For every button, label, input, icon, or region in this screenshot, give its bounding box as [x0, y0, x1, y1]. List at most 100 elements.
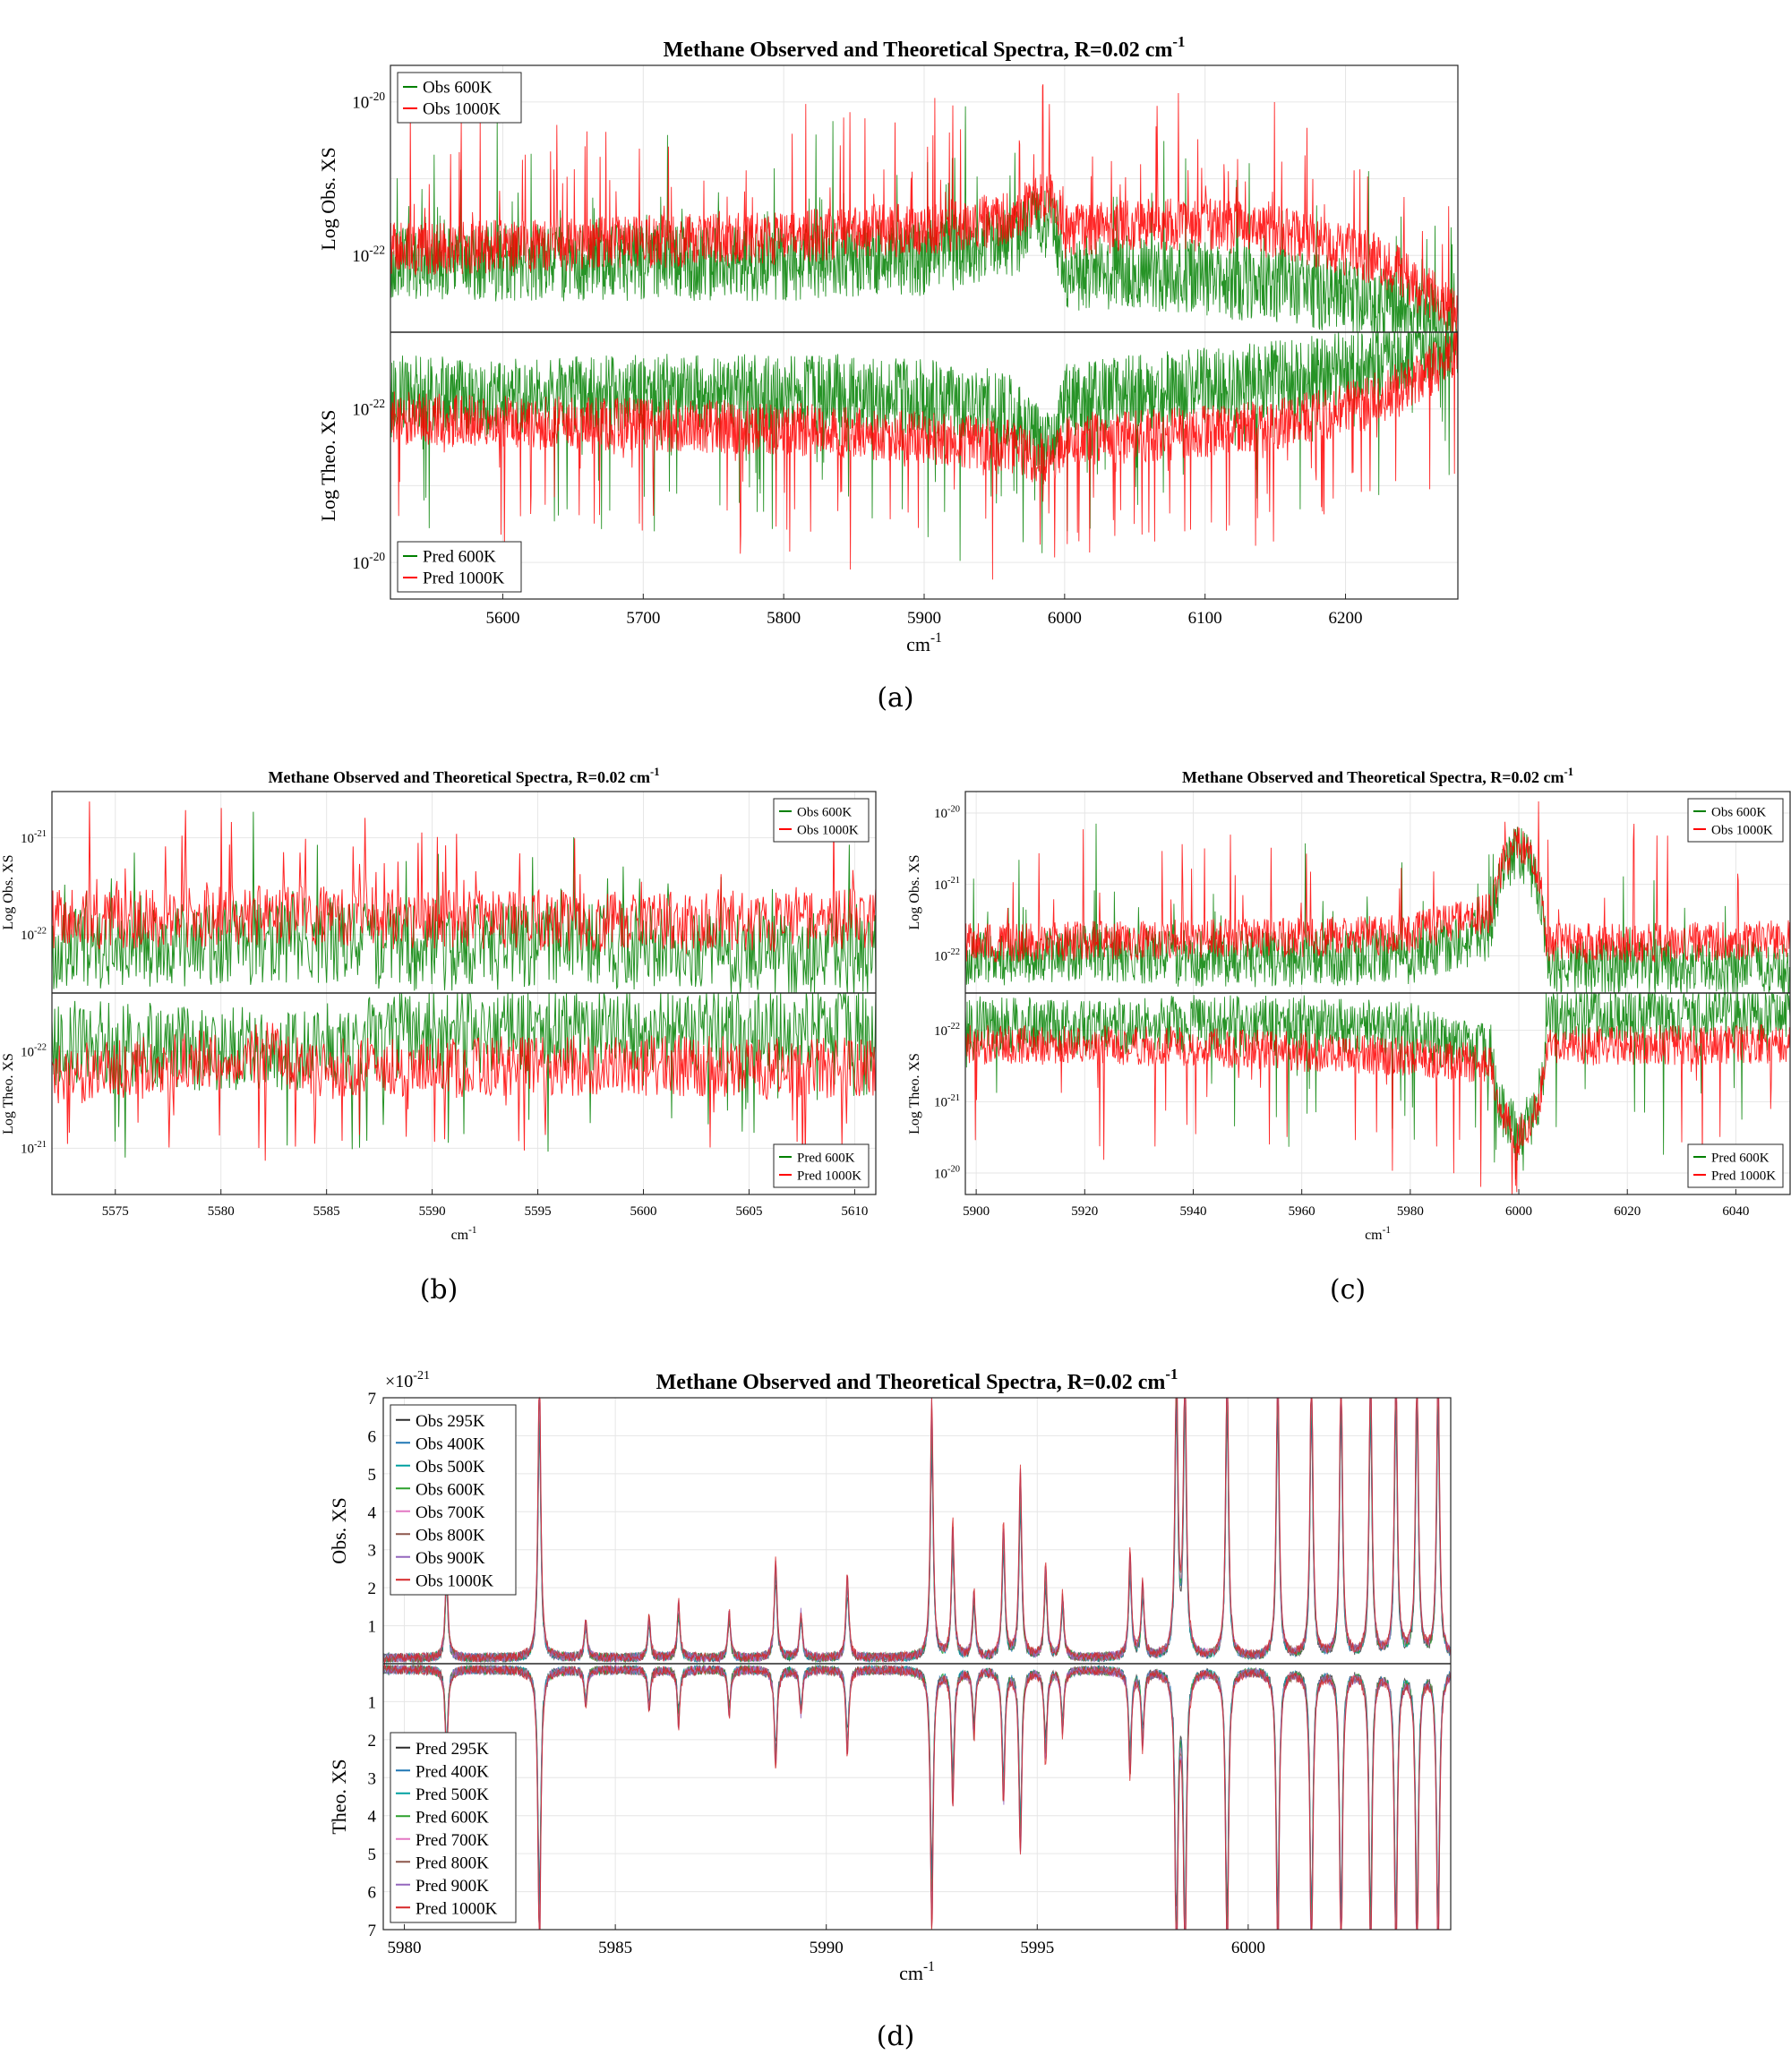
x-tick-label: 6000 — [1048, 609, 1082, 628]
y-tick-label-top: 10-21 — [21, 829, 47, 846]
legend-entry: Pred 1000K — [1711, 1169, 1776, 1183]
chart-panel-b: Methane Observed and Theoretical Spectra… — [0, 761, 896, 1263]
legend-bottom: Pred 600K Pred 1000K — [773, 1143, 870, 1188]
chart-panel-d: Methane Observed and Theoretical Spectra… — [322, 1357, 1478, 1984]
y-tick-label-bottom: 4 — [368, 1808, 377, 1827]
y-tick-label-top: 10-22 — [21, 926, 47, 943]
x-tick-label: 5605 — [735, 1204, 762, 1219]
x-tick-label: 5610 — [841, 1204, 868, 1219]
y-tick-label-bottom: 10-22 — [352, 397, 385, 420]
series-obs-7 — [382, 1396, 1452, 1665]
y-axis-label-bottom: Log Theo. XS — [1, 1053, 16, 1134]
y-tick-label-bottom: 1 — [368, 1693, 377, 1712]
x-tick-label: 5585 — [313, 1204, 340, 1219]
x-tick-label: 6040 — [1722, 1204, 1749, 1219]
legend-bottom: Pred 600K Pred 1000K — [397, 541, 522, 593]
legend-entry: Obs 500K — [416, 1458, 485, 1477]
x-tick-label: 5980 — [388, 1939, 422, 1957]
y-axis-label-top: Log Obs. XS — [907, 854, 922, 929]
y-tick-label-bottom: 3 — [368, 1769, 377, 1788]
series-obs-600k — [51, 811, 877, 994]
legend-entry: Pred 600K — [423, 548, 496, 567]
legend-entry: Obs 1000K — [797, 823, 859, 837]
chart-b: Methane Observed and Theoretical Spectra… — [1, 766, 877, 1243]
chart-panel-c: Methane Observed and Theoretical Spectra… — [896, 761, 1791, 1263]
y-tick-label-bottom: 10-20 — [934, 1165, 960, 1182]
x-tick-label: 5985 — [598, 1939, 632, 1957]
x-tick-label: 5940 — [1179, 1204, 1206, 1219]
chart-title: Methane Observed and Theoretical Spectra… — [656, 1366, 1178, 1394]
y-axis-label-bottom: Log Theo. XS — [907, 1053, 922, 1134]
y-tick-label-top: 2 — [368, 1580, 377, 1598]
legend-entry: Pred 800K — [416, 1854, 489, 1872]
legend-entry: Pred 600K — [416, 1808, 489, 1827]
legend-entry: Obs 400K — [416, 1434, 485, 1453]
legend-bottom: Pred 600K Pred 1000K — [1687, 1143, 1784, 1188]
chart-d: Methane Observed and Theoretical Spectra… — [328, 1366, 1452, 1984]
legend-entry: Obs 600K — [423, 79, 493, 98]
x-tick-label: 5595 — [525, 1204, 552, 1219]
chart-title: Methane Observed and Theoretical Spectra… — [268, 766, 659, 786]
legend-box — [390, 1732, 517, 1923]
y-tick-label-bottom: 2 — [368, 1732, 377, 1751]
series-obs-1000k — [51, 801, 877, 955]
x-tick-label: 6200 — [1329, 609, 1363, 628]
x-tick-label: 5600 — [485, 609, 519, 628]
legend-box — [1687, 798, 1784, 843]
series-pred-1000k — [390, 330, 1458, 580]
y-axis-label-bottom: Log Theo. XS — [317, 410, 339, 522]
y-axis-label-bottom: Theo. XS — [328, 1759, 350, 1834]
x-tick-label: 6000 — [1231, 1939, 1265, 1957]
y-tick-label-top: 10-22 — [934, 947, 960, 964]
x-tick-label: 5995 — [1020, 1939, 1054, 1957]
legend-entry: Pred 600K — [1711, 1151, 1770, 1165]
legend-entry: Obs 1000K — [423, 100, 501, 119]
x-axis-label: cm-1 — [451, 1225, 477, 1243]
x-axis-label: cm-1 — [1365, 1225, 1391, 1243]
caption-c: (c) — [1329, 1274, 1367, 1306]
y-tick-label-top: 3 — [368, 1542, 377, 1561]
legend-top: Obs 600K Obs 1000K — [773, 798, 870, 843]
legend-box — [397, 541, 522, 593]
legend-entry: Pred 600K — [797, 1151, 855, 1165]
legend-entry: Obs 295K — [416, 1412, 485, 1431]
x-tick-label: 6100 — [1188, 609, 1222, 628]
y-axis-exponent: ×10-21 — [385, 1369, 430, 1391]
y-tick-label-top: 6 — [368, 1427, 377, 1446]
y-tick-label-bottom: 10-22 — [934, 1022, 960, 1039]
series-pred-1000k — [51, 1022, 877, 1169]
legend-box — [397, 72, 522, 124]
caption-a: (a) — [877, 682, 914, 714]
chart-a: Methane Observed and Theoretical Spectra… — [317, 33, 1459, 655]
legend-entry: Obs 600K — [797, 805, 852, 819]
y-tick-label-bottom: 10-22 — [21, 1043, 47, 1060]
x-tick-label: 5900 — [963, 1204, 990, 1219]
legend-entry: Obs 900K — [416, 1549, 485, 1568]
x-axis-label: cm-1 — [906, 630, 942, 655]
legend-top: Obs 600K Obs 1000K — [397, 72, 522, 124]
legend-entry: Pred 700K — [416, 1831, 489, 1850]
y-tick-label-bottom: 5 — [368, 1845, 377, 1864]
y-tick-label-top: 10-21 — [934, 876, 960, 893]
legend-entry: Obs 700K — [416, 1503, 485, 1522]
y-tick-label-top: 10-20 — [352, 90, 385, 113]
x-tick-label: 6000 — [1505, 1204, 1532, 1219]
y-tick-label-bottom: 7 — [368, 1922, 377, 1940]
x-tick-label: 5980 — [1397, 1204, 1424, 1219]
legend-box — [1687, 1143, 1784, 1188]
x-axis-label: cm-1 — [899, 1959, 935, 1984]
x-tick-label: 5575 — [102, 1204, 129, 1219]
series-obs-1000k — [964, 801, 1791, 965]
x-tick-label: 5600 — [630, 1204, 657, 1219]
legend-top: Obs 600K Obs 1000K — [1687, 798, 1784, 843]
legend-entry: Obs 600K — [416, 1480, 485, 1499]
y-axis-label-top: Log Obs. XS — [317, 147, 339, 251]
y-axis-label-top: Log Obs. XS — [1, 854, 16, 929]
legend-top: Obs 295K Obs 400K Obs 500K Obs 600K Obs 700K… — [390, 1404, 517, 1596]
legend-box — [773, 1143, 870, 1188]
y-tick-label-bottom: 10-21 — [21, 1140, 47, 1157]
y-tick-label-bottom: 6 — [368, 1884, 377, 1903]
legend-bottom: Pred 295K Pred 400K Pred 500K Pred 600K Pred… — [390, 1732, 517, 1923]
legend-box — [390, 1404, 517, 1596]
x-tick-label: 5990 — [810, 1939, 844, 1957]
